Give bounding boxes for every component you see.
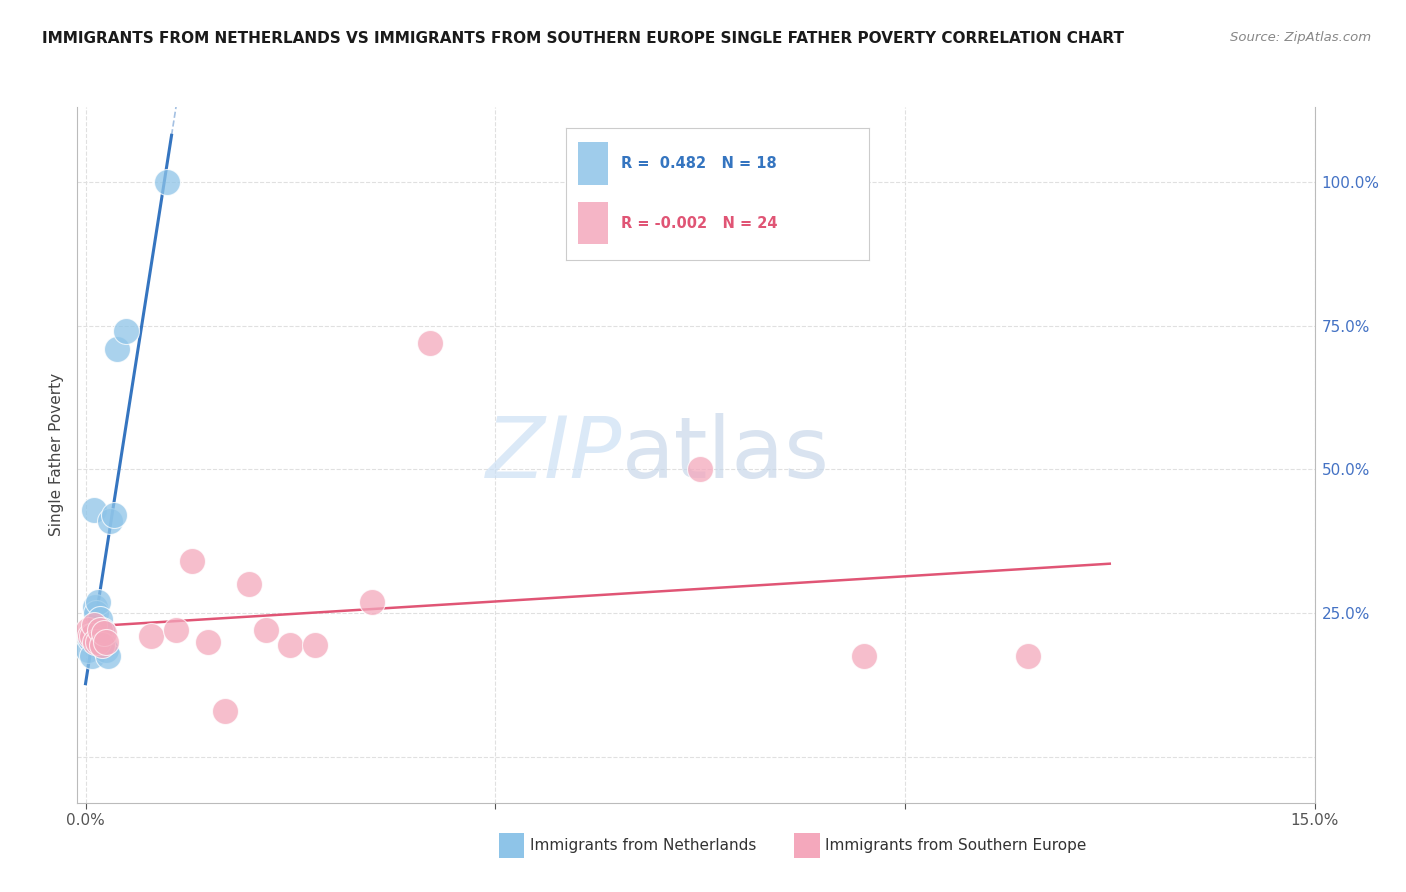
Point bbox=[689, 462, 711, 476]
Point bbox=[361, 594, 384, 608]
Text: Immigrants from Netherlands: Immigrants from Netherlands bbox=[530, 838, 756, 853]
Point bbox=[197, 635, 219, 649]
Point bbox=[84, 635, 107, 649]
Point bbox=[89, 612, 111, 626]
Point bbox=[105, 342, 128, 356]
Point bbox=[80, 629, 103, 643]
Point bbox=[79, 629, 101, 643]
Point bbox=[304, 638, 326, 652]
Text: Immigrants from Southern Europe: Immigrants from Southern Europe bbox=[825, 838, 1087, 853]
Point bbox=[852, 649, 875, 664]
Point bbox=[77, 643, 100, 657]
Point bbox=[103, 508, 125, 523]
Point bbox=[280, 638, 302, 652]
Point bbox=[93, 626, 115, 640]
Point bbox=[83, 617, 105, 632]
Text: ZIP: ZIP bbox=[485, 413, 621, 497]
Point bbox=[214, 704, 236, 718]
Point bbox=[80, 649, 103, 664]
Point bbox=[84, 600, 107, 615]
Point bbox=[87, 635, 110, 649]
Point bbox=[181, 554, 204, 568]
Point bbox=[165, 624, 187, 638]
Point bbox=[87, 594, 110, 608]
Point bbox=[156, 175, 179, 189]
Point bbox=[93, 638, 115, 652]
Point bbox=[97, 649, 120, 664]
Point bbox=[1017, 649, 1039, 664]
Point bbox=[419, 335, 441, 350]
Point bbox=[90, 638, 112, 652]
Point bbox=[77, 624, 100, 638]
Point bbox=[94, 643, 117, 657]
Point bbox=[139, 629, 162, 643]
Point bbox=[83, 502, 105, 516]
Point bbox=[84, 606, 107, 620]
Text: Source: ZipAtlas.com: Source: ZipAtlas.com bbox=[1230, 31, 1371, 45]
Point bbox=[238, 577, 260, 591]
Text: IMMIGRANTS FROM NETHERLANDS VS IMMIGRANTS FROM SOUTHERN EUROPE SINGLE FATHER POV: IMMIGRANTS FROM NETHERLANDS VS IMMIGRANT… bbox=[42, 31, 1125, 46]
Point bbox=[254, 624, 277, 638]
Point bbox=[79, 632, 101, 646]
Point bbox=[89, 624, 111, 638]
Point bbox=[94, 635, 117, 649]
Text: atlas: atlas bbox=[621, 413, 830, 497]
Y-axis label: Single Father Poverty: Single Father Poverty bbox=[49, 374, 65, 536]
Point bbox=[80, 626, 103, 640]
Point bbox=[98, 514, 121, 528]
Point bbox=[90, 624, 112, 638]
Point bbox=[115, 324, 138, 338]
